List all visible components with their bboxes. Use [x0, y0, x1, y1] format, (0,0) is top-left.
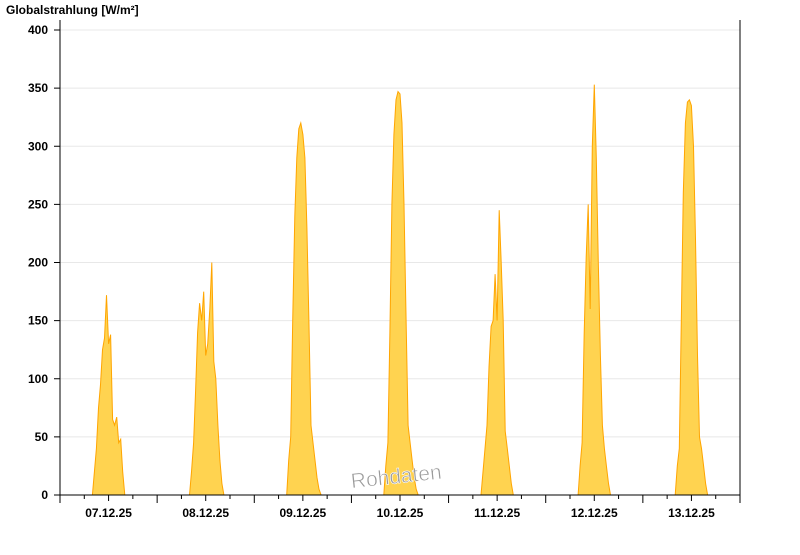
x-tick-label: 09.12.25 [279, 506, 326, 520]
x-tick-label: 11.12.25 [474, 506, 520, 520]
x-tick-label: 08.12.25 [182, 506, 229, 520]
area-day-11.12.25 [480, 210, 516, 496]
x-tick-label: 12.12.25 [571, 506, 618, 520]
area-day-07.12.25 [91, 295, 127, 496]
y-tick-label: 300 [28, 139, 48, 153]
y-tick-label: 200 [28, 256, 48, 270]
y-tick-label: 350 [28, 81, 48, 95]
area-day-10.12.25 [383, 90, 419, 496]
y-tick-label: 0 [41, 488, 48, 502]
y-tick-label: 250 [28, 197, 48, 211]
y-tick-label: 150 [28, 314, 48, 328]
watermark: Rohdaten [350, 461, 443, 493]
chart-title: Globalstrahlung [W/m²] [6, 3, 139, 17]
y-tick-label: 50 [35, 430, 49, 444]
x-tick-label: 10.12.25 [377, 506, 424, 520]
area-day-12.12.25 [577, 84, 613, 496]
y-tick-label: 100 [28, 372, 48, 386]
y-tick-label: 400 [28, 23, 48, 37]
area-day-13.12.25 [674, 98, 710, 496]
x-tick-label: 13.12.25 [668, 506, 715, 520]
area-day-08.12.25 [188, 262, 225, 496]
area-day-09.12.25 [286, 121, 322, 496]
x-tick-label: 07.12.25 [85, 506, 132, 520]
